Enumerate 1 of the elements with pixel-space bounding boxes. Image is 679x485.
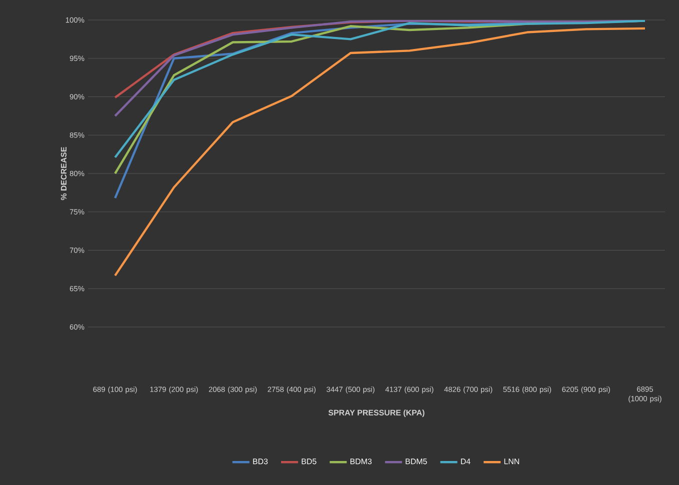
line-series: [114, 27, 646, 277]
